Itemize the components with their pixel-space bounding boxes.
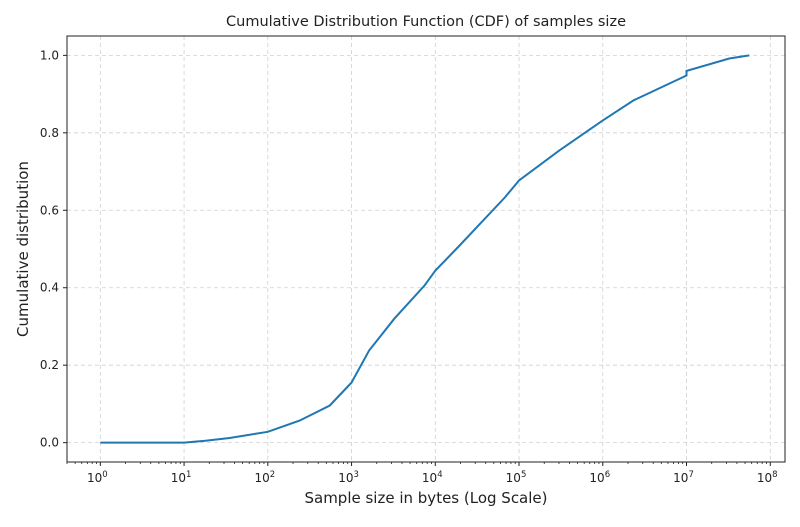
x-tick-label: 105 bbox=[506, 470, 527, 485]
x-axis-label: Sample size in bytes (Log Scale) bbox=[304, 489, 547, 507]
y-tick-label: 0.0 bbox=[40, 436, 59, 450]
plot-frame bbox=[66, 35, 786, 463]
ticks: 100 101 102 103 104 105 106 107 108 0.0 0.2 0.4 0.6 0… bbox=[40, 48, 778, 485]
y-tick-label: 1.0 bbox=[40, 48, 59, 62]
y-tick-label: 0.2 bbox=[40, 358, 59, 372]
x-tick-label: 103 bbox=[338, 470, 359, 485]
x-tick-label: 101 bbox=[171, 470, 192, 485]
y-tick-label: 0.6 bbox=[40, 203, 59, 217]
x-tick-label: 107 bbox=[673, 470, 694, 485]
x-tick-label: 100 bbox=[87, 470, 108, 485]
grid bbox=[67, 36, 785, 462]
chart-title: Cumulative Distribution Function (CDF) o… bbox=[226, 14, 626, 30]
x-tick-label: 108 bbox=[757, 470, 778, 485]
cdf-line bbox=[100, 54, 750, 444]
x-tick-label: 102 bbox=[254, 470, 275, 485]
y-axis-label: Cumulative distribution bbox=[14, 161, 32, 337]
x-tick-label: 104 bbox=[422, 470, 443, 485]
x-tick-label: 106 bbox=[589, 470, 610, 485]
y-tick-label: 0.4 bbox=[40, 281, 59, 295]
y-tick-label: 0.8 bbox=[40, 126, 59, 140]
